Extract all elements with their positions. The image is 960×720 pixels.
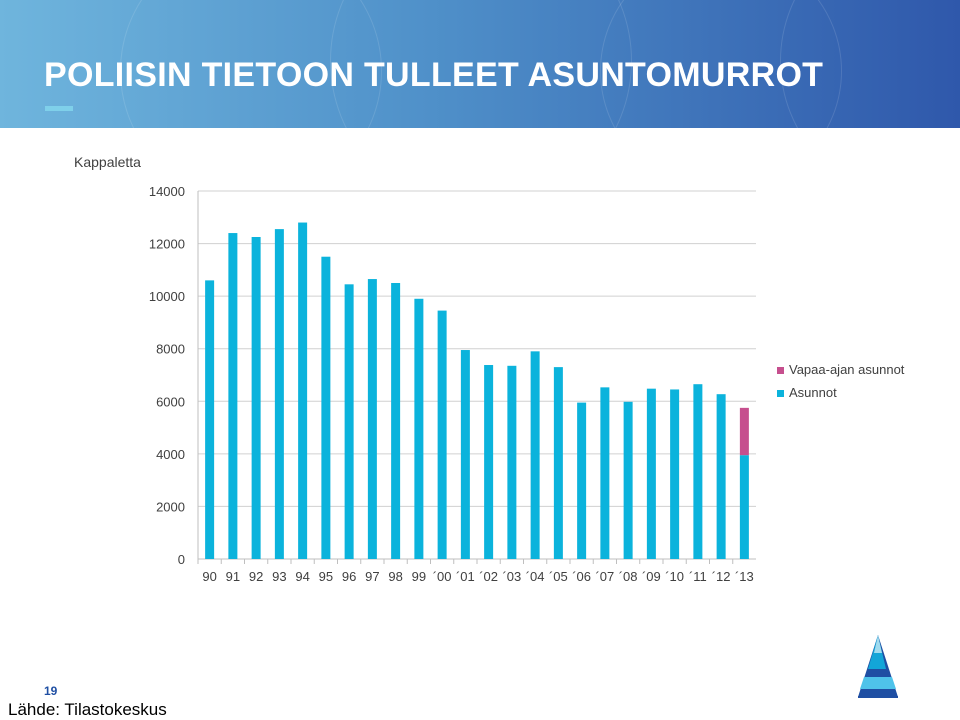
x-tick-label: 98 — [388, 569, 402, 584]
x-tick-label: 94 — [295, 569, 309, 584]
bar-asunnot-3 — [274, 229, 284, 559]
bar-vapaa-ajan-23 — [739, 407, 749, 456]
x-tick-label: 99 — [412, 569, 426, 584]
bar-asunnot-20 — [670, 389, 680, 559]
x-tick-labels: 90 91 92 93 94 95 96 97 98 99 ´00 ´01 ´02 ´03 ´04 ´05 ´0… — [202, 569, 753, 584]
x-tick-label: ´04 — [526, 569, 545, 584]
y-tick-label: 2000 — [156, 499, 185, 514]
source-note: Lähde: Tilastokeskus — [8, 700, 167, 719]
x-tick-label: ´07 — [595, 569, 614, 584]
x-tick-label: 97 — [365, 569, 379, 584]
page-number: 19 — [44, 684, 58, 698]
bar-asunnot-7 — [367, 279, 377, 559]
y-tick-label: 14000 — [149, 184, 185, 199]
y-tick-label: 4000 — [156, 447, 185, 462]
tilastokeskus-logo-icon — [858, 635, 898, 698]
x-tick-label: ´09 — [642, 569, 661, 584]
bar-asunnot-23 — [739, 455, 749, 559]
bar-asunnot-18 — [623, 401, 633, 559]
x-tick-label: 92 — [249, 569, 263, 584]
bar-asunnot-5 — [321, 256, 331, 559]
bars — [205, 222, 749, 560]
bar-asunnot-16 — [577, 402, 587, 559]
x-tick-label: 95 — [319, 569, 333, 584]
x-tick-label: ´06 — [572, 569, 591, 584]
y-tick-labels: 0 2000 4000 6000 8000 10000 12000 14000 — [149, 184, 185, 567]
x-tick-label: 91 — [226, 569, 240, 584]
y-tick-label: 12000 — [149, 237, 185, 252]
x-tick-label: ´08 — [619, 569, 638, 584]
bar-asunnot-10 — [437, 310, 447, 559]
bar-chart: Kappaletta 0 2000 4000 6000 8000 10000 12000 14… — [74, 154, 905, 584]
title-banner: POLIISIN TIETOON TULLEET ASUNTOMURROT — [0, 0, 960, 128]
slide-title: POLIISIN TIETOON TULLEET ASUNTOMURROT — [44, 56, 824, 94]
legend: Vapaa-ajan asunnot Asunnot — [777, 362, 905, 400]
legend-swatch — [777, 367, 784, 374]
bar-asunnot-19 — [646, 388, 656, 559]
y-tick-label: 6000 — [156, 394, 185, 409]
x-tick-label: ´13 — [735, 569, 754, 584]
x-tick-label: ´00 — [433, 569, 452, 584]
bar-asunnot-2 — [251, 237, 261, 559]
x-tick-label: 93 — [272, 569, 286, 584]
x-tick-label: ´10 — [665, 569, 684, 584]
bar-asunnot-9 — [414, 298, 424, 559]
bar-asunnot-0 — [205, 280, 215, 559]
y-tick-label: 0 — [178, 552, 185, 567]
bar-asunnot-17 — [600, 387, 610, 559]
bar-asunnot-21 — [693, 384, 703, 559]
bar-asunnot-8 — [391, 283, 401, 559]
x-tick-label: ´03 — [502, 569, 521, 584]
bar-asunnot-12 — [484, 365, 494, 559]
bar-asunnot-6 — [344, 284, 354, 559]
legend-label: Vapaa-ajan asunnot — [789, 362, 905, 377]
bar-asunnot-13 — [507, 365, 517, 559]
x-tick-label: ´11 — [689, 569, 707, 584]
x-tick-label: 90 — [202, 569, 216, 584]
bar-asunnot-22 — [716, 394, 726, 559]
x-tick-label: ´02 — [479, 569, 498, 584]
bar-asunnot-11 — [460, 350, 470, 559]
bar-asunnot-1 — [228, 233, 238, 560]
y-axis-label: Kappaletta — [74, 154, 141, 170]
x-tick-label: ´05 — [549, 569, 568, 584]
x-tick-label: ´01 — [456, 569, 475, 584]
y-tick-label: 8000 — [156, 342, 185, 357]
bar-asunnot-4 — [298, 222, 308, 560]
title-accent-bar — [45, 106, 73, 111]
y-tick-label: 10000 — [149, 289, 185, 304]
x-tick-label: ´12 — [712, 569, 731, 584]
x-tick-label: 96 — [342, 569, 356, 584]
bar-asunnot-14 — [530, 351, 540, 559]
bar-asunnot-15 — [553, 367, 563, 559]
legend-label: Asunnot — [789, 385, 837, 400]
legend-swatch — [777, 390, 784, 397]
gridlines — [197, 190, 756, 564]
